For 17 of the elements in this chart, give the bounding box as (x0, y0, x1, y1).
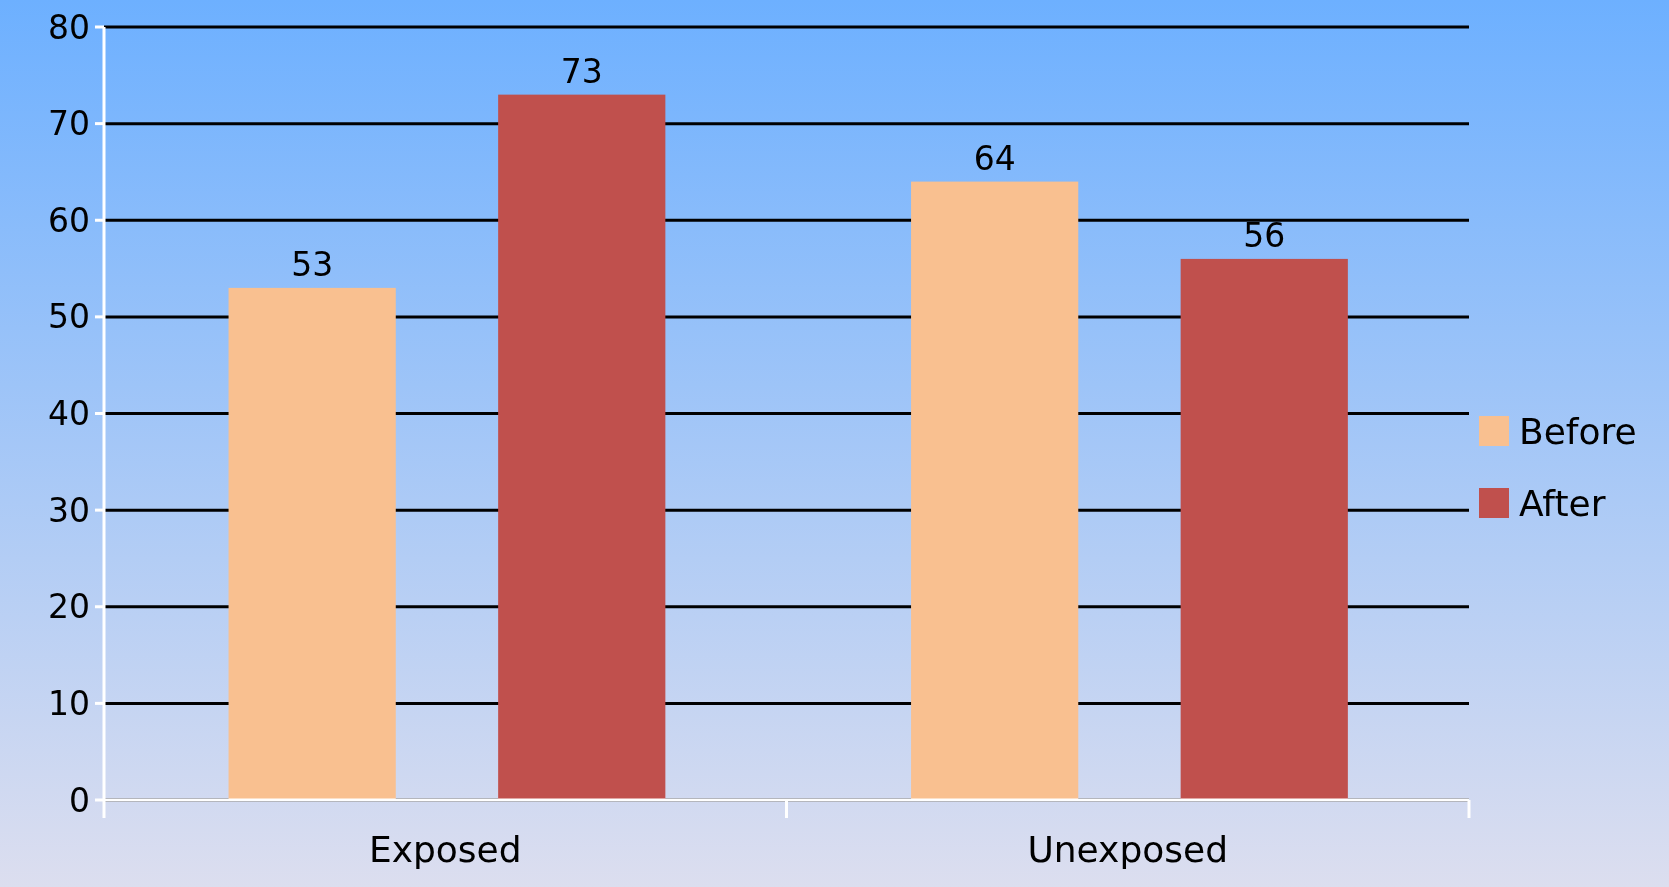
y-tick-label: 70 (48, 104, 90, 144)
y-tick-label: 60 (48, 200, 90, 240)
y-tick-label: 50 (48, 297, 90, 337)
data-label: 56 (1243, 215, 1286, 255)
y-tick-label: 30 (48, 490, 90, 530)
data-label: 53 (291, 244, 334, 284)
y-tick-label: 0 (69, 780, 90, 820)
y-tick-label: 80 (48, 7, 90, 47)
y-tick-label: 20 (48, 587, 90, 627)
legend-label: Before (1519, 410, 1637, 452)
x-tick-label: Unexposed (1027, 829, 1229, 870)
legend-label: After (1519, 482, 1606, 524)
data-label: 73 (560, 51, 603, 91)
y-tick-label: 40 (48, 394, 90, 434)
x-tick-label: Exposed (368, 829, 522, 870)
y-tick-label: 10 (48, 683, 90, 723)
data-label: 64 (973, 138, 1016, 178)
